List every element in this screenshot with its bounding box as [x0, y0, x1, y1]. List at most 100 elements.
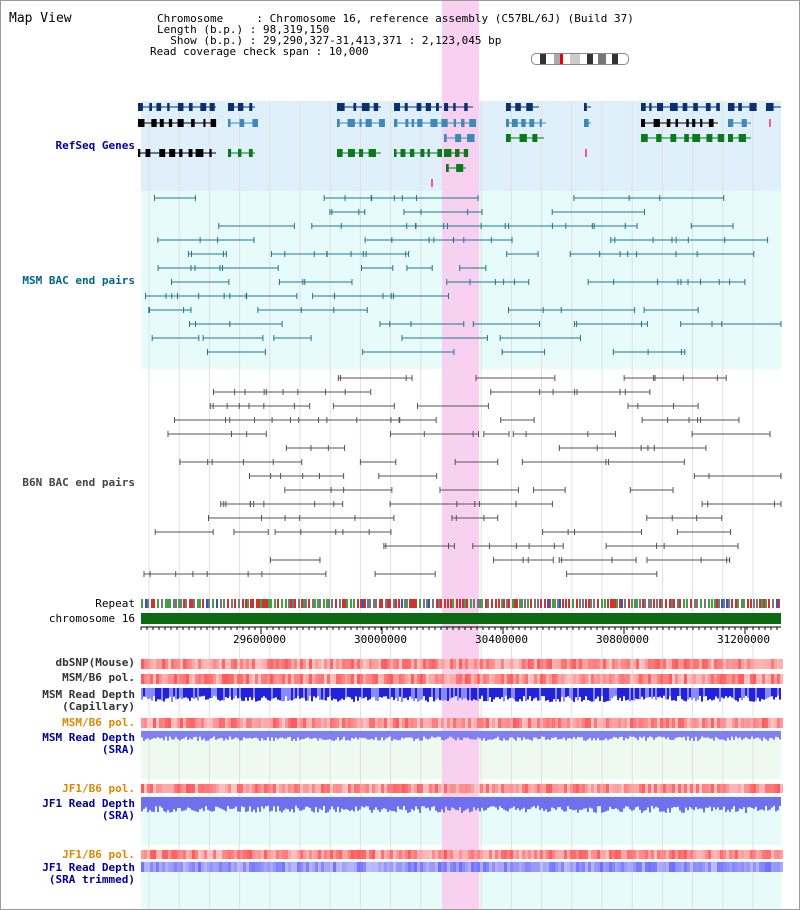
- heat-cell: [765, 850, 768, 859]
- heat-cell: [285, 850, 288, 859]
- heat-cell: [624, 862, 627, 872]
- heat-cell: [309, 674, 312, 684]
- track-label-msm-b6-pol-sra: MSM/B6 pol.: [62, 716, 135, 729]
- depth-bar: [235, 797, 237, 807]
- depth-bar: [521, 731, 523, 741]
- heat-cell: [234, 659, 237, 669]
- depth-bar: [367, 797, 369, 807]
- repeat-mark: [516, 599, 518, 608]
- repeat-mark: [141, 599, 143, 608]
- depth-bar: [229, 797, 231, 809]
- depth-bar: [281, 731, 283, 738]
- heat-cell: [153, 659, 156, 669]
- heat-cell: [303, 718, 306, 728]
- gene-exon: [666, 119, 671, 127]
- heat-cell: [654, 862, 657, 872]
- depth-bar: [159, 797, 161, 807]
- depth-bar: [327, 731, 329, 740]
- depth-bar: [419, 731, 421, 741]
- heat-cell: [270, 784, 273, 793]
- track-label-repeat: Repeat: [95, 597, 135, 610]
- chromosome-ideogram[interactable]: [531, 53, 629, 65]
- heat-cell: [372, 659, 375, 669]
- heat-cell: [336, 862, 339, 872]
- depth-bar: [417, 688, 419, 702]
- depth-bar: [757, 688, 759, 698]
- depth-bar: [155, 688, 157, 702]
- heat-cell: [402, 850, 405, 859]
- heat-cell: [570, 659, 573, 669]
- heat-cell: [306, 850, 309, 859]
- depth-bar: [483, 797, 485, 811]
- depth-bar: [655, 797, 657, 807]
- heat-cell: [369, 862, 372, 872]
- heat-cell: [264, 862, 267, 872]
- depth-bar: [701, 688, 703, 702]
- depth-bar: [463, 688, 465, 699]
- depth-bar: [723, 688, 725, 699]
- heat-cell: [684, 674, 687, 684]
- heat-cell: [477, 659, 480, 669]
- depth-bar: [639, 797, 641, 810]
- heat-cell: [345, 862, 348, 872]
- heat-cell: [204, 862, 207, 872]
- depth-bar: [623, 688, 625, 697]
- depth-bar: [669, 731, 671, 740]
- depth-bar: [259, 688, 261, 701]
- gene-exon: [404, 103, 408, 111]
- depth-bar: [397, 797, 399, 807]
- depth-bar: [353, 688, 355, 702]
- heat-cell: [417, 850, 420, 859]
- repeat-mark: [470, 599, 472, 608]
- heat-cell: [708, 718, 711, 728]
- repeat-mark: [227, 599, 229, 608]
- depth-bar: [633, 731, 635, 737]
- depth-bar: [177, 797, 179, 808]
- heat-cell: [354, 784, 357, 793]
- heat-cell: [327, 659, 330, 669]
- heat-cell: [162, 862, 165, 872]
- depth-bar: [697, 797, 699, 810]
- heat-cell: [678, 674, 681, 684]
- repeat-mark: [776, 599, 778, 608]
- depth-bar: [711, 731, 713, 739]
- depth-bar: [643, 797, 645, 811]
- heat-cell: [267, 674, 270, 684]
- heat-cell: [441, 718, 444, 728]
- repeat-mark: [266, 599, 268, 608]
- gene-exon: [149, 103, 153, 111]
- heat-cell: [645, 862, 648, 872]
- depth-bar: [449, 688, 451, 699]
- depth-bar: [427, 797, 429, 808]
- heat-cell: [360, 659, 363, 669]
- depth-bar: [199, 797, 201, 810]
- heat-cell: [201, 674, 204, 684]
- depth-bar: [167, 688, 169, 699]
- heat-cell: [219, 850, 222, 859]
- gene-exon: [249, 103, 253, 111]
- depth-bar: [159, 731, 161, 739]
- depth-bar: [369, 688, 371, 700]
- depth-bar: [641, 797, 643, 813]
- heat-cell: [525, 850, 528, 859]
- depth-bar: [387, 688, 389, 699]
- gene-exon: [159, 149, 166, 157]
- heat-cell: [582, 718, 585, 728]
- heat-cell: [171, 674, 174, 684]
- depth-bar: [725, 688, 727, 697]
- heat-cell: [228, 659, 231, 669]
- heat-cell: [234, 718, 237, 728]
- depth-bar: [587, 731, 589, 740]
- heat-cell: [174, 659, 177, 669]
- depth-bar: [667, 688, 669, 700]
- track-label-jf1-read-depth-sra: JF1 Read Depth (SRA): [42, 797, 135, 822]
- depth-bar: [223, 797, 225, 810]
- depth-bar: [709, 731, 711, 739]
- heat-cell: [255, 862, 258, 872]
- heat-cell: [402, 718, 405, 728]
- heat-cell: [171, 784, 174, 793]
- heat-cell: [576, 862, 579, 872]
- depth-bar: [325, 688, 327, 701]
- depth-bar: [749, 731, 751, 740]
- heat-cell: [417, 674, 420, 684]
